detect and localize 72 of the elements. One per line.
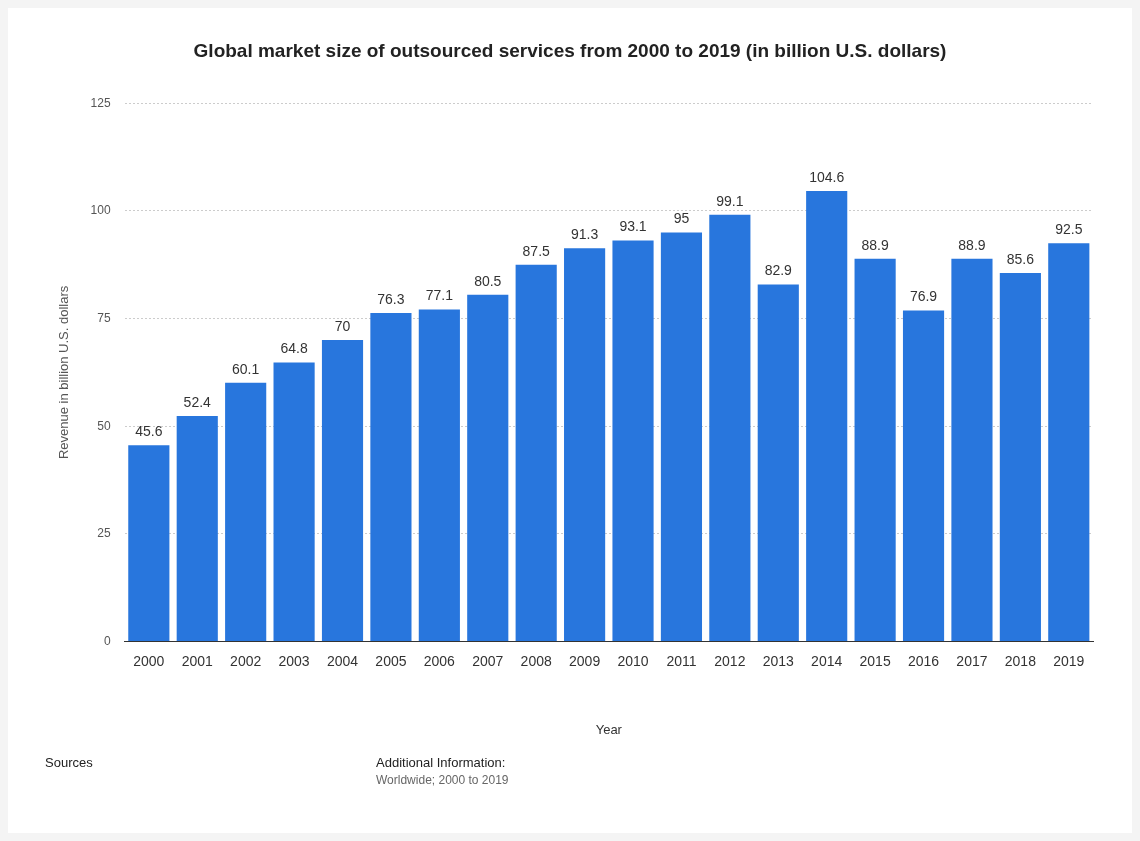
data-label: 52.4 — [183, 393, 212, 410]
data-label: 91.3 — [570, 226, 599, 243]
text: Additional Information: — [376, 755, 506, 770]
x-tick-label: 2014 — [811, 652, 843, 669]
x-tick-label: 2011 — [666, 652, 697, 669]
data-label: 64.8 — [280, 340, 308, 357]
data-label: 60.1 — [232, 360, 260, 377]
bar — [612, 240, 654, 642]
data-label: 76.3 — [377, 290, 405, 307]
bar — [1048, 243, 1090, 642]
x-tick-label: 2006 — [423, 652, 456, 669]
y-tick-label: 125 — [90, 95, 111, 110]
y-tick-label: 25 — [97, 526, 111, 541]
x-tick-label: 2005 — [375, 652, 407, 669]
y-tick-label: 50 — [97, 418, 111, 433]
x-tick-label: 2013 — [762, 652, 795, 669]
x-tick-label: 2002 — [230, 652, 262, 669]
bar — [225, 382, 267, 642]
text: Sources — [45, 755, 93, 770]
x-tick-label: 2007 — [472, 652, 504, 669]
x-tick-label: 2015 — [859, 652, 891, 669]
bar — [467, 294, 509, 642]
bar — [806, 191, 848, 642]
data-label: 82.9 — [764, 262, 793, 279]
x-tick-label: 2008 — [520, 652, 552, 669]
bar — [273, 362, 315, 642]
bar — [902, 310, 945, 642]
data-label: 80.5 — [474, 272, 502, 289]
bar — [709, 214, 751, 642]
data-label: 104.6 — [809, 168, 845, 185]
bar — [564, 248, 606, 642]
x-tick-label: 2009 — [569, 652, 601, 669]
x-tick-label: 2003 — [278, 652, 310, 669]
y-axis-title: Revenue in billion U.S. dollars — [56, 285, 72, 460]
data-label: 77.1 — [425, 287, 454, 304]
text: Worldwide; 2000 to 2019 — [376, 773, 509, 787]
chart-title: Global market size of outsourced services from 2000 to 2019 (in billion U.S. dollars) — [192, 40, 948, 62]
bar — [951, 258, 993, 642]
x-tick-label: 2019 — [1053, 652, 1085, 669]
bar — [515, 264, 557, 642]
y-tick-label: 75 — [97, 310, 111, 325]
data-label: 99.1 — [716, 192, 744, 209]
data-label: 85.6 — [1006, 250, 1035, 267]
bar — [757, 284, 799, 642]
data-label: 95 — [673, 210, 690, 227]
bar — [999, 272, 1041, 642]
bar — [660, 232, 703, 642]
bar — [370, 312, 412, 642]
x-tick-label: 2017 — [956, 652, 988, 669]
data-label: 70 — [334, 317, 351, 334]
x-tick-label: 2018 — [1004, 652, 1037, 669]
data-label: 76.9 — [909, 288, 938, 305]
bar — [176, 415, 218, 642]
x-tick-label: 2000 — [133, 652, 165, 669]
x-tick-label: 2010 — [617, 652, 649, 669]
data-label: 88.9 — [958, 236, 986, 253]
data-label: 88.9 — [861, 236, 889, 253]
y-tick-label: 0 — [103, 633, 111, 648]
x-tick-label: 2001 — [181, 652, 214, 669]
data-label: 93.1 — [619, 218, 647, 235]
bar — [128, 445, 170, 642]
bar — [418, 309, 460, 642]
data-label: 92.5 — [1055, 221, 1083, 238]
x-axis-title: Year — [595, 721, 623, 737]
data-label: 45.6 — [135, 423, 163, 440]
bar — [321, 340, 364, 642]
data-label: 87.5 — [522, 242, 551, 259]
x-tick-label: 2012 — [714, 652, 746, 669]
x-tick-label: 2004 — [326, 652, 359, 669]
bar — [854, 258, 896, 642]
y-tick-label: 100 — [90, 203, 111, 218]
x-tick-label: 2016 — [907, 652, 940, 669]
